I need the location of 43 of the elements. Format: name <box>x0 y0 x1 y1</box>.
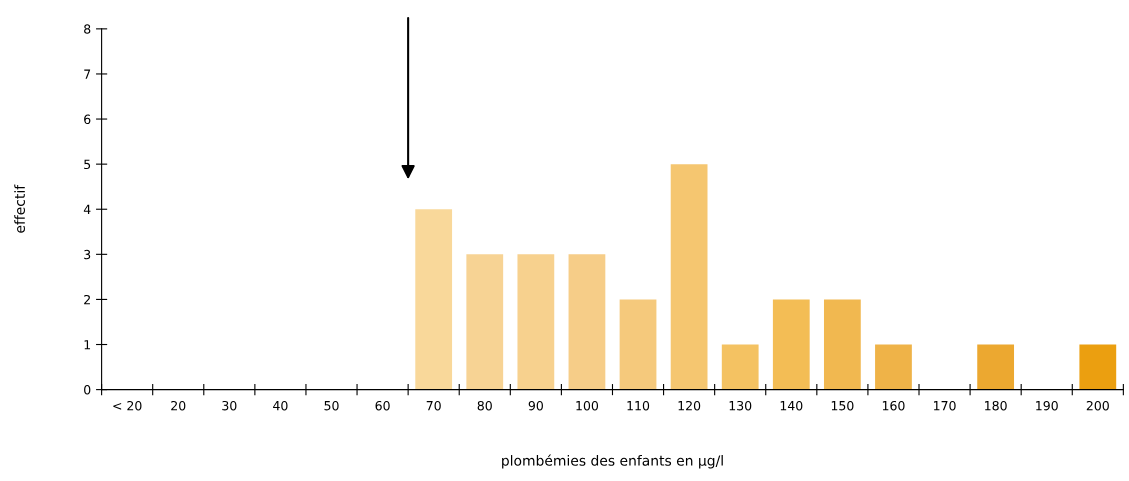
bar <box>568 254 606 390</box>
x-tick-label: 170 <box>933 400 956 411</box>
x-tick-label: 200 <box>1086 400 1109 411</box>
bar <box>517 254 555 390</box>
x-tick-label: 180 <box>985 400 1007 411</box>
x-tick-label: 30 <box>222 400 237 411</box>
x-tick-label: 80 <box>477 400 492 411</box>
x-tick-label: 130 <box>729 400 752 411</box>
bar <box>670 164 708 390</box>
x-tick-label: 90 <box>528 400 543 411</box>
bar <box>619 299 657 390</box>
x-tick-label: 190 <box>1036 400 1058 411</box>
y-tick-label: 0 <box>84 385 91 395</box>
x-tick-label: 40 <box>273 400 288 411</box>
bar <box>721 344 759 390</box>
x-axis-title: plombémies des enfants en µg/l <box>502 454 723 469</box>
y-tick-label: 8 <box>84 24 91 34</box>
x-tick-label: 150 <box>831 400 854 411</box>
y-tick-label: 4 <box>83 204 91 214</box>
y-tick-label: 6 <box>84 114 91 124</box>
y-tick-label: 7 <box>84 69 91 79</box>
y-tick-label: 2 <box>84 294 90 305</box>
x-tick-label: 110 <box>627 400 650 411</box>
bar <box>823 299 861 390</box>
x-tick-label: 140 <box>780 400 803 411</box>
y-tick-label: 5 <box>84 159 91 170</box>
x-tick-label: 100 <box>576 400 599 411</box>
y-tick-label: 3 <box>84 249 91 260</box>
x-tick-label: 120 <box>678 400 701 411</box>
bar <box>415 209 453 390</box>
x-tick-label: 160 <box>882 400 905 411</box>
bar <box>875 344 912 390</box>
x-tick-label: 20 <box>171 400 186 411</box>
bar <box>466 254 504 390</box>
x-tick-label: 70 <box>426 400 441 411</box>
y-axis-title: effectif <box>14 184 25 233</box>
bar <box>1079 344 1117 390</box>
x-tick-label: 50 <box>324 400 339 411</box>
x-tick-label: 60 <box>375 400 390 411</box>
y-tick-label: 1 <box>84 340 91 350</box>
bar <box>772 299 810 390</box>
x-tick-label: < 20 <box>113 400 142 411</box>
bar <box>977 344 1015 390</box>
